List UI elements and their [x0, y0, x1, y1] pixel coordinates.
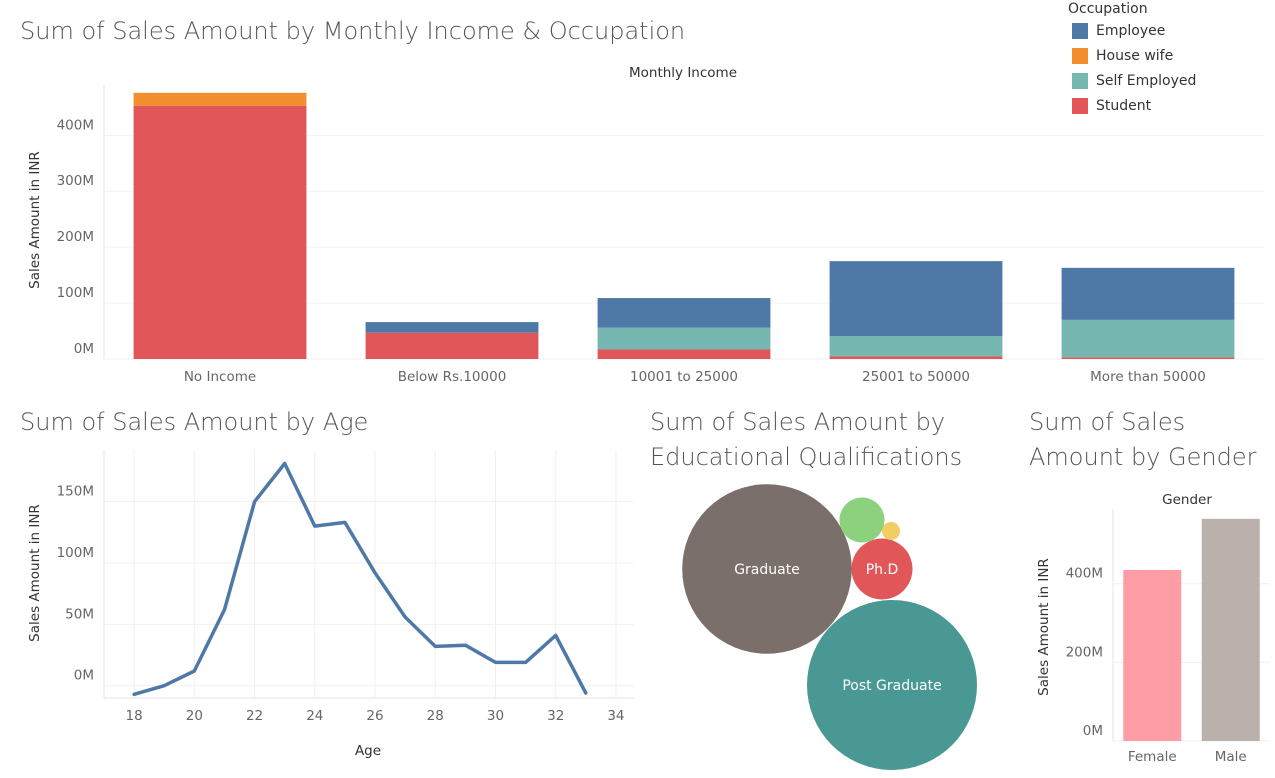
- gender-y-tick-label: 0M: [1083, 723, 1103, 739]
- bar-student-no-income[interactable]: [133, 105, 307, 360]
- bubble-post-graduate[interactable]: [807, 600, 977, 770]
- bubble-graduate[interactable]: [682, 484, 852, 654]
- age-y-tick-label: 150M: [57, 484, 94, 500]
- legend-label-house-wife: House wife: [1096, 47, 1174, 64]
- income-y-tick-label: 100M: [57, 285, 94, 301]
- income-x-tick-label: Below Rs.10000: [398, 369, 507, 385]
- education-chart-title-line-2: Educational Qualifications: [650, 443, 963, 471]
- age-chart-title: Sum of Sales Amount by Age: [20, 408, 369, 436]
- education-bubble-chart: Graduate Post Graduate Ph.D: [682, 484, 977, 770]
- bar-self-employed-10001-to-25000[interactable]: [597, 327, 771, 350]
- occupation-legend: Occupation Employee House wife Self Empl…: [1068, 0, 1268, 118]
- gender-chart-title-line-2: Amount by Gender: [1029, 443, 1257, 471]
- income-column-header: Monthly Income: [629, 65, 737, 81]
- age-y-tick-label: 50M: [65, 606, 94, 622]
- bar-self-employed-25001-to-50000[interactable]: [829, 336, 1003, 357]
- income-chart-title: Sum of Sales Amount by Monthly Income & …: [20, 17, 686, 45]
- age-x-tick-label: 24: [306, 708, 323, 724]
- bubble-unlabeled-4[interactable]: [882, 522, 900, 540]
- income-x-tick-label: More than 50000: [1090, 369, 1206, 385]
- age-y-tick-label: 0M: [74, 668, 94, 684]
- legend-item-employee[interactable]: Employee: [1068, 18, 1268, 43]
- gender-y-tick-label: 200M: [1066, 644, 1103, 660]
- bar-gender-male[interactable]: [1201, 518, 1260, 741]
- bar-employee-more-than-50000[interactable]: [1061, 267, 1235, 320]
- income-x-tick-label: No Income: [184, 369, 256, 385]
- age-y-tick-label: 100M: [57, 545, 94, 561]
- gender-x-tick-label: Female: [1128, 749, 1177, 765]
- gender-y-tick-label: 400M: [1066, 566, 1103, 582]
- gender-y-axis-title: Sales Amount in INR: [1036, 558, 1052, 696]
- legend-swatch-house-wife: [1072, 47, 1088, 64]
- gender-column-header: Gender: [1162, 492, 1212, 508]
- bar-student-more-than-50000[interactable]: [1061, 357, 1235, 359]
- bubble-label-post-graduate: Post Graduate: [842, 678, 941, 694]
- income-x-tick-label: 10001 to 25000: [630, 369, 738, 385]
- age-x-tick-label: 26: [366, 708, 383, 724]
- income-x-tick-label: 25001 to 50000: [862, 369, 970, 385]
- bar-employee-25001-to-50000[interactable]: [829, 261, 1003, 337]
- age-x-tick-label: 28: [427, 708, 444, 724]
- gender-x-tick-label: Male: [1215, 749, 1247, 765]
- bar-employee-10001-to-25000[interactable]: [597, 298, 771, 328]
- legend-label-student: Student: [1096, 97, 1152, 114]
- age-x-tick-label: 18: [126, 708, 143, 724]
- legend-label-self-employed: Self Employed: [1096, 72, 1197, 89]
- bar-employee-below-rs-10000[interactable]: [365, 322, 539, 333]
- legend-swatch-employee: [1072, 22, 1088, 39]
- bubble-label-graduate: Graduate: [734, 562, 800, 578]
- education-chart-title-line-1: Sum of Sales Amount by: [650, 408, 946, 436]
- legend-item-student[interactable]: Student: [1068, 93, 1268, 118]
- legend-item-house-wife[interactable]: House wife: [1068, 43, 1268, 68]
- income-y-tick-label: 400M: [57, 117, 94, 133]
- age-sales-line[interactable]: [132, 461, 588, 697]
- age-x-axis-title: Age: [355, 743, 381, 759]
- bar-student-10001-to-25000[interactable]: [597, 349, 771, 359]
- age-chart: Sales Amount in INR Age 0M 50M 100M 150M 18…: [27, 450, 634, 759]
- gender-chart: Gender Sales Amount in INR 0M 200M 400M Fe…: [1036, 492, 1270, 765]
- legend-label-employee: Employee: [1096, 22, 1166, 39]
- bubble-unlabeled-3[interactable]: [839, 497, 885, 543]
- gender-chart-title-line-1: Sum of Sales: [1029, 408, 1186, 436]
- education-chart-title: Sum of Sales Amount by Educational Quali…: [650, 405, 962, 475]
- age-x-tick-label: 32: [547, 708, 564, 724]
- bar-gender-female[interactable]: [1123, 569, 1182, 741]
- bar-self-employed-more-than-50000[interactable]: [1061, 319, 1235, 358]
- age-x-tick-label: 22: [246, 708, 263, 724]
- income-chart: Monthly Income Sales Amount in INR 0M 100…: [27, 65, 1264, 385]
- age-x-tick-label: 34: [607, 708, 624, 724]
- age-y-axis-title: Sales Amount in INR: [27, 504, 43, 642]
- legend-item-self-employed[interactable]: Self Employed: [1068, 68, 1268, 93]
- income-y-tick-label: 0M: [74, 341, 94, 357]
- income-y-tick-label: 300M: [57, 173, 94, 189]
- income-y-axis-title: Sales Amount in INR: [27, 151, 43, 289]
- bar-student-below-rs-10000[interactable]: [365, 332, 539, 359]
- legend-title: Occupation: [1068, 1, 1148, 17]
- legend-swatch-student: [1072, 97, 1088, 114]
- bubble-ph-d[interactable]: [851, 538, 913, 600]
- bubble-label-ph-d: Ph.D: [866, 562, 899, 578]
- age-x-tick-label: 20: [186, 708, 203, 724]
- income-y-tick-label: 200M: [57, 229, 94, 245]
- legend-swatch-self-employed: [1072, 72, 1088, 89]
- bar-student-25001-to-50000[interactable]: [829, 356, 1003, 359]
- age-x-tick-label: 30: [487, 708, 504, 724]
- gender-chart-title: Sum of Sales Amount by Gender: [1029, 405, 1256, 475]
- bar-house-wife-no-income[interactable]: [133, 92, 307, 106]
